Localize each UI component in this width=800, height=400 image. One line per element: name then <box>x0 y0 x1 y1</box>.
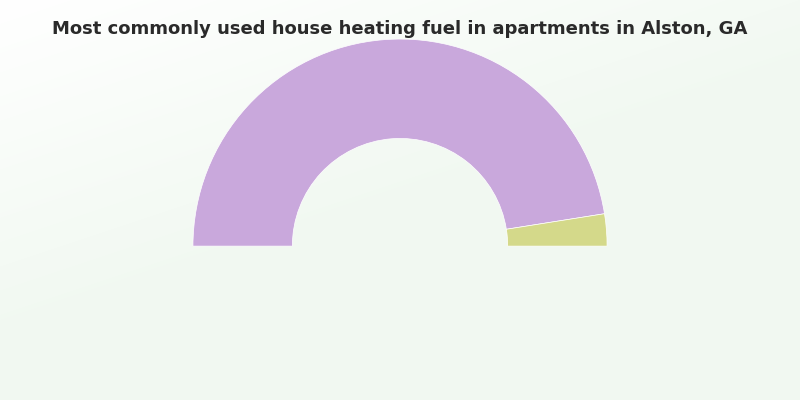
Wedge shape <box>193 39 605 246</box>
Text: Most commonly used house heating fuel in apartments in Alston, GA: Most commonly used house heating fuel in… <box>52 20 748 38</box>
Wedge shape <box>506 214 607 246</box>
